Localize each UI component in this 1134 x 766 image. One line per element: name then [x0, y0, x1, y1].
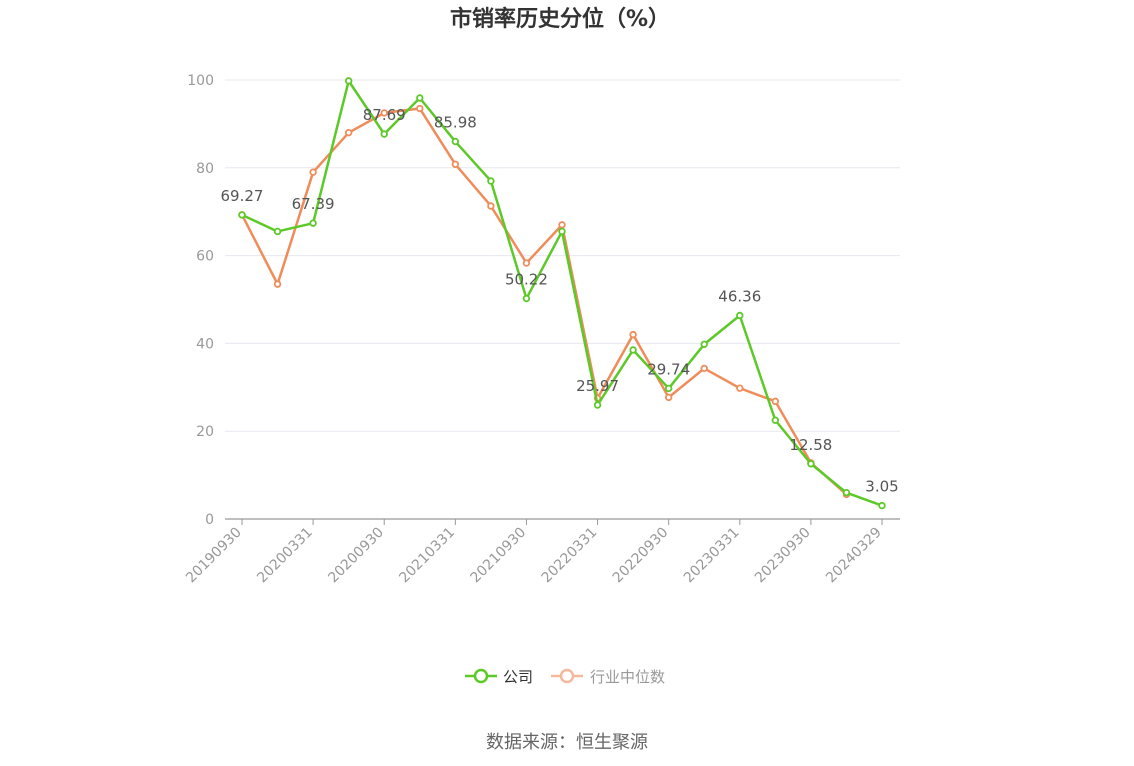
- data-point-0[interactable]: [842, 488, 851, 497]
- data-point-0[interactable]: [736, 311, 744, 320]
- data-point-1[interactable]: [273, 280, 282, 288]
- data-label: 3.05: [865, 478, 898, 496]
- x-tick-label: 20230331: [681, 525, 743, 587]
- data-point-1[interactable]: [736, 384, 744, 392]
- x-tick-label: 20210331: [396, 525, 458, 587]
- grid-lines: [225, 79, 900, 432]
- data-point-1[interactable]: [664, 393, 673, 402]
- data-label: 25.97: [576, 377, 619, 395]
- y-tick-label: 80: [196, 161, 214, 177]
- legend-item-1[interactable]: 行业中位数: [551, 668, 665, 686]
- series-lines: [238, 77, 886, 510]
- data-point-1[interactable]: [629, 330, 637, 339]
- x-tick-label: 20220331: [539, 525, 601, 587]
- data-point-1[interactable]: [451, 160, 460, 168]
- legend-label: 行业中位数: [590, 668, 665, 686]
- data-point-0[interactable]: [451, 137, 460, 146]
- x-tick-label: 20220930: [610, 525, 672, 587]
- data-point-0[interactable]: [807, 460, 815, 468]
- data-label: 50.22: [505, 271, 548, 289]
- data-label: 67.39: [292, 195, 335, 213]
- y-tick-label: 100: [187, 73, 214, 89]
- data-point-1[interactable]: [309, 168, 317, 176]
- data-point-1[interactable]: [771, 397, 780, 406]
- data-label: 29.74: [647, 360, 690, 378]
- data-point-1[interactable]: [416, 104, 424, 113]
- data-point-0[interactable]: [629, 346, 637, 354]
- x-tick-label: 20200331: [254, 525, 316, 587]
- data-point-1[interactable]: [487, 202, 495, 210]
- data-label: 69.27: [221, 187, 264, 205]
- data-point-0[interactable]: [522, 294, 531, 303]
- data-point-0[interactable]: [878, 501, 886, 510]
- y-tick-label: 0: [205, 512, 214, 528]
- data-point-0[interactable]: [593, 401, 602, 409]
- data-point-0[interactable]: [700, 340, 708, 348]
- data-label: 46.36: [718, 287, 761, 305]
- data-point-1[interactable]: [380, 109, 388, 117]
- data-labels: 69.27 67.39 87.69 85.98 50.22 25.97 29.74 46.36…: [221, 106, 899, 496]
- x-tick-label: 20210930: [468, 525, 530, 587]
- data-point-1[interactable]: [522, 259, 531, 267]
- data-point-1[interactable]: [344, 128, 353, 137]
- data-point-0[interactable]: [771, 416, 780, 424]
- legend-swatch-marker: [473, 668, 489, 684]
- data-point-0[interactable]: [380, 130, 388, 138]
- data-point-0[interactable]: [664, 384, 673, 393]
- data-point-0[interactable]: [238, 211, 246, 219]
- legend-item-0[interactable]: 公司: [465, 668, 533, 686]
- data-point-0[interactable]: [344, 77, 353, 85]
- legend-swatch-marker: [559, 668, 575, 684]
- series-line-1: [240, 107, 848, 496]
- data-point-0[interactable]: [309, 219, 317, 227]
- data-point-0[interactable]: [487, 177, 495, 185]
- y-tick-label: 60: [196, 249, 214, 265]
- x-tick-label: 20200930: [325, 525, 387, 587]
- y-tick-label: 40: [196, 336, 214, 352]
- data-point-1[interactable]: [700, 364, 708, 373]
- x-tick-label: 20190930: [183, 525, 245, 587]
- x-tick-label: 20230930: [752, 525, 814, 587]
- y-tick-label: 20: [196, 424, 214, 440]
- data-label: 87.69: [363, 106, 406, 124]
- data-point-0[interactable]: [273, 227, 282, 236]
- data-point-0[interactable]: [558, 227, 566, 236]
- x-tick-label: 20240329: [823, 525, 885, 587]
- data-point-0[interactable]: [416, 94, 424, 102]
- chart-title: 市销率历史分位（%）: [450, 6, 670, 32]
- data-label: 12.58: [789, 436, 832, 454]
- data-point-1[interactable]: [558, 221, 566, 229]
- legend: 公司 行业中位数: [465, 668, 665, 686]
- source-note: 数据来源：恒生聚源: [486, 732, 648, 753]
- data-label: 85.98: [434, 114, 477, 132]
- legend-label: 公司: [503, 668, 533, 686]
